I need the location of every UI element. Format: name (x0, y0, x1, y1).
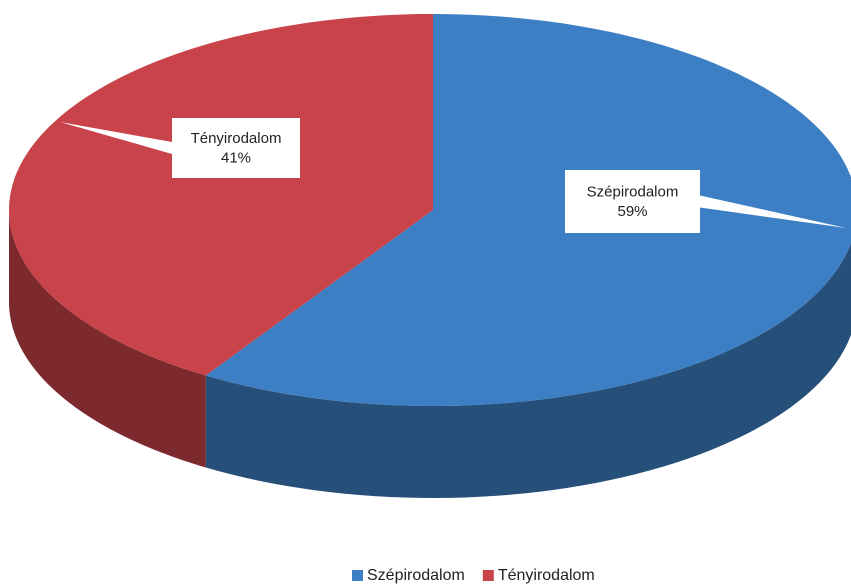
slice-wall (205, 242, 851, 498)
data-label: Szépirodalom 59% (587, 183, 679, 220)
data-label-value: 59% (617, 203, 647, 220)
data-label-box (565, 170, 700, 233)
data-label-name: Tényirodalom (191, 130, 282, 147)
leader-line (700, 195, 846, 228)
legend-swatch (352, 570, 363, 581)
legend-swatch (482, 570, 494, 581)
legend-label: Szépirodalom (367, 567, 465, 584)
legend-label: Tényirodalom (498, 567, 595, 584)
slice (9, 14, 434, 376)
data-label-name: Szépirodalom (587, 183, 679, 200)
data-label: Tényirodalom 41% (191, 130, 282, 167)
data-label-box (172, 118, 300, 178)
leader-line (60, 122, 172, 154)
slice (205, 14, 851, 406)
data-label-value: 41% (221, 149, 251, 166)
slice-wall (9, 210, 206, 468)
